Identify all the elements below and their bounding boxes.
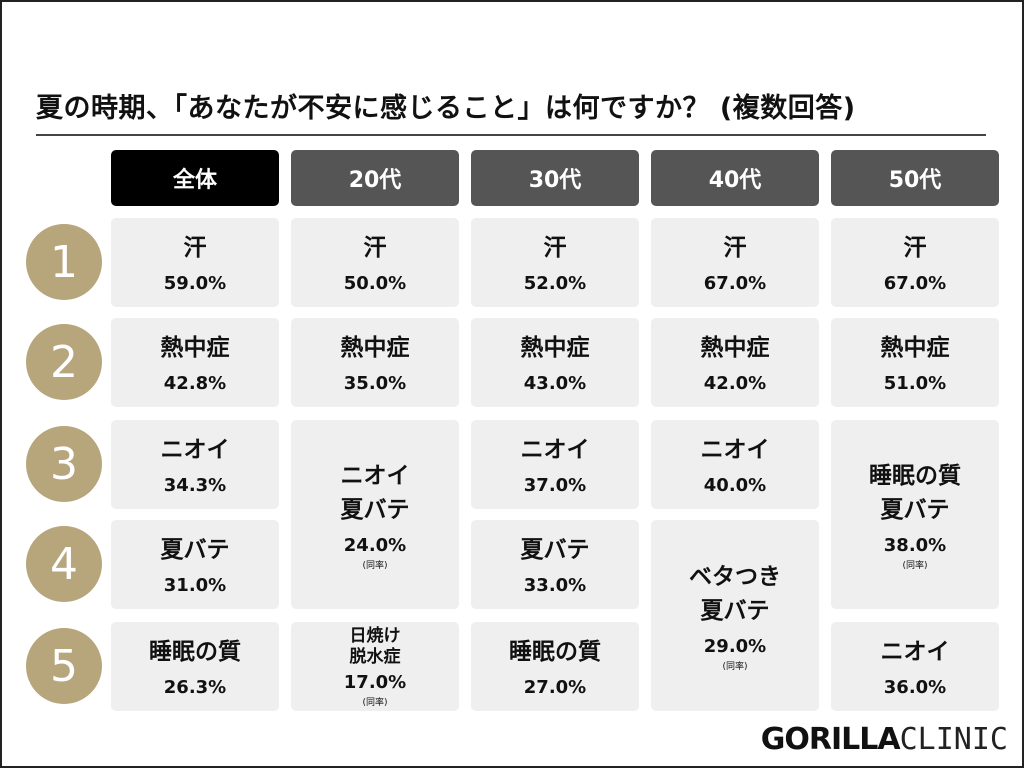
tie-note: (同率) <box>722 661 748 672</box>
cell-item: 汗 <box>543 235 567 261</box>
cell-50s-rank5: ニオイ 36.0% <box>831 622 999 711</box>
cell-30s-rank4: 夏バテ 33.0% <box>471 520 639 609</box>
cell-percent: 27.0% <box>523 677 587 698</box>
cell-item: ニオイ <box>880 639 950 665</box>
cell-percent: 35.0% <box>343 373 407 394</box>
cell-all-rank1: 汗 59.0% <box>111 218 279 307</box>
cell-item: ニオイ <box>700 437 770 463</box>
cell-percent: 50.0% <box>343 273 407 294</box>
cell-percent: 38.0% <box>883 534 947 556</box>
cell-percent: 40.0% <box>703 475 767 496</box>
cell-item: ニオイ 夏バテ <box>340 462 410 523</box>
cell-item: 汗 <box>363 235 387 261</box>
cell-all-rank2: 熱中症 42.8% <box>111 318 279 407</box>
cell-percent: 24.0% <box>343 534 407 556</box>
cell-all-rank4: 夏バテ 31.0% <box>111 520 279 609</box>
header-40s: 40代 <box>651 150 819 206</box>
cell-item: 熱中症 <box>160 335 230 361</box>
cell-percent: 26.3% <box>163 677 227 698</box>
cell-percent: 67.0% <box>703 273 767 294</box>
cell-40s-rank2: 熱中症 42.0% <box>651 318 819 407</box>
cell-item: 熱中症 <box>700 335 770 361</box>
cell-20s-rank2: 熱中症 35.0% <box>291 318 459 407</box>
cell-50s-rank2: 熱中症 51.0% <box>831 318 999 407</box>
cell-item: 熱中症 <box>520 335 590 361</box>
cell-item: ニオイ <box>160 437 230 463</box>
cell-50s-rank3-4: 睡眠の質 夏バテ 38.0% (同率) <box>831 420 999 609</box>
cell-item: 夏バテ <box>160 537 230 563</box>
cell-item: 睡眠の質 <box>509 639 601 665</box>
cell-percent: 17.0% <box>343 671 407 693</box>
cell-item: ニオイ <box>520 437 590 463</box>
header-30s: 30代 <box>471 150 639 206</box>
cell-item: 日焼け 脱水症 <box>349 625 401 667</box>
cell-40s-rank3: ニオイ 40.0% <box>651 420 819 509</box>
cell-percent: 33.0% <box>523 575 587 596</box>
header-all: 全体 <box>111 150 279 206</box>
cell-item: 夏バテ <box>520 537 590 563</box>
cell-percent: 52.0% <box>523 273 587 294</box>
gorilla-clinic-logo: GORILLACLINIC <box>761 722 1008 757</box>
cell-percent: 31.0% <box>163 575 227 596</box>
cell-item: 汗 <box>903 235 927 261</box>
cell-percent: 37.0% <box>523 475 587 496</box>
cell-20s-rank5: 日焼け 脱水症 17.0% (同率) <box>291 622 459 711</box>
cell-all-rank3: ニオイ 34.3% <box>111 420 279 509</box>
cell-item: 熱中症 <box>880 335 950 361</box>
logo-thin-text: CLINIC <box>899 722 1008 757</box>
title-divider <box>36 134 986 136</box>
cell-20s-rank3-4: ニオイ 夏バテ 24.0% (同率) <box>291 420 459 609</box>
cell-percent: 43.0% <box>523 373 587 394</box>
rank-2-badge: 2 <box>26 324 102 400</box>
cell-30s-rank5: 睡眠の質 27.0% <box>471 622 639 711</box>
header-20s: 20代 <box>291 150 459 206</box>
cell-30s-rank3: ニオイ 37.0% <box>471 420 639 509</box>
header-50s: 50代 <box>831 150 999 206</box>
cell-percent: 67.0% <box>883 273 947 294</box>
cell-40s-rank1: 汗 67.0% <box>651 218 819 307</box>
rank-5-badge: 5 <box>26 628 102 704</box>
cell-20s-rank1: 汗 50.0% <box>291 218 459 307</box>
logo-bold-text: GORILLA <box>760 722 901 757</box>
cell-percent: 59.0% <box>163 273 227 294</box>
cell-40s-rank4-5: ベタつき 夏バテ 29.0% (同率) <box>651 520 819 711</box>
cell-percent: 42.0% <box>703 373 767 394</box>
cell-30s-rank1: 汗 52.0% <box>471 218 639 307</box>
rank-4-badge: 4 <box>26 526 102 602</box>
cell-all-rank5: 睡眠の質 26.3% <box>111 622 279 711</box>
cell-percent: 34.3% <box>163 475 227 496</box>
cell-50s-rank1: 汗 67.0% <box>831 218 999 307</box>
cell-item: 睡眠の質 夏バテ <box>869 462 961 523</box>
rank-1-badge: 1 <box>26 224 102 300</box>
cell-percent: 51.0% <box>883 373 947 394</box>
cell-percent: 42.8% <box>163 373 227 394</box>
cell-30s-rank2: 熱中症 43.0% <box>471 318 639 407</box>
cell-item: 熱中症 <box>340 335 410 361</box>
cell-percent: 36.0% <box>883 677 947 698</box>
tie-note: (同率) <box>362 560 388 571</box>
page-title: 夏の時期、「あなたが不安に感じること」は何ですか？ (複数回答) <box>36 93 856 124</box>
cell-item: 汗 <box>723 235 747 261</box>
cell-item: 睡眠の質 <box>149 639 241 665</box>
rank-3-badge: 3 <box>26 426 102 502</box>
tie-note: (同率) <box>362 697 388 708</box>
cell-item: ベタつき 夏バテ <box>689 563 781 624</box>
tie-note: (同率) <box>902 560 928 571</box>
cell-item: 汗 <box>183 235 207 261</box>
cell-percent: 29.0% <box>703 635 767 657</box>
